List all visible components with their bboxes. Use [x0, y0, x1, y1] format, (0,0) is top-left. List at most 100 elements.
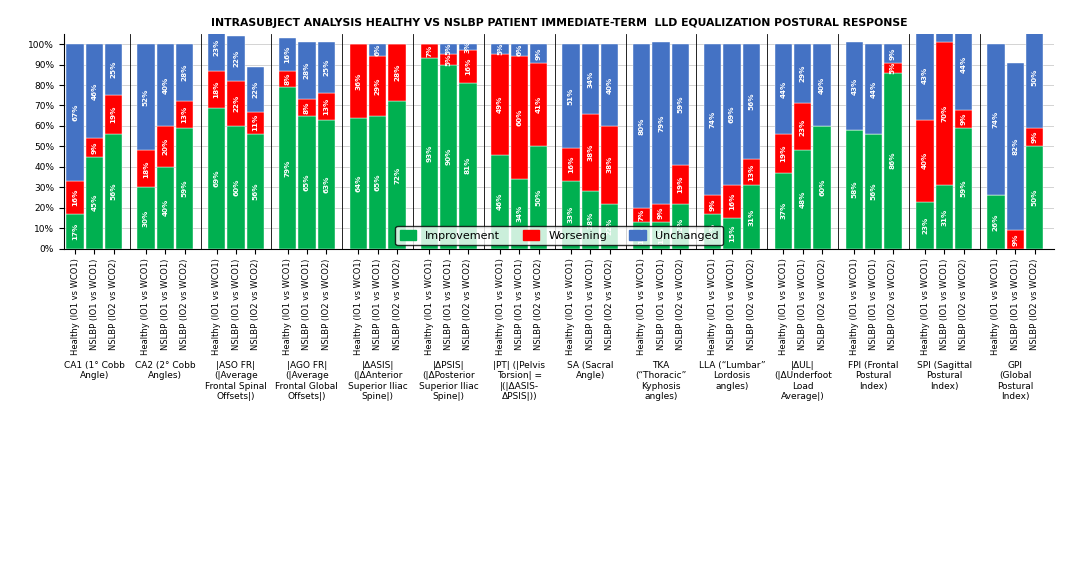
Text: 93%: 93%	[426, 145, 432, 162]
Bar	[66, 44, 84, 181]
Text: 80%: 80%	[639, 117, 644, 134]
Text: 46%: 46%	[92, 82, 97, 100]
Legend: Improvement, Worsening, Unchanged: Improvement, Worsening, Unchanged	[395, 226, 723, 245]
Bar	[742, 159, 759, 185]
Text: 17%: 17%	[941, 16, 948, 33]
Text: 23%: 23%	[800, 118, 806, 136]
Text: 38%: 38%	[587, 144, 593, 161]
Text: 19%: 19%	[111, 106, 117, 123]
Bar	[723, 185, 740, 218]
Text: 63%: 63%	[323, 176, 329, 193]
Text: 65%: 65%	[375, 173, 380, 191]
Bar	[1006, 230, 1023, 249]
Bar	[298, 42, 315, 99]
Text: 60%: 60%	[517, 109, 522, 127]
Text: 56%: 56%	[252, 182, 259, 200]
Bar	[936, 7, 953, 42]
Text: 41%: 41%	[536, 96, 542, 113]
Text: 9%: 9%	[536, 47, 542, 59]
Bar	[440, 64, 457, 249]
Bar	[672, 44, 689, 165]
Bar	[774, 173, 792, 249]
Text: 17%: 17%	[72, 223, 78, 240]
Bar	[389, 44, 406, 101]
Text: 22%: 22%	[233, 95, 239, 112]
Text: 28%: 28%	[394, 64, 400, 81]
Text: 22%: 22%	[607, 218, 612, 234]
Bar	[794, 44, 812, 103]
Bar	[349, 118, 367, 249]
Text: 7%: 7%	[639, 208, 644, 221]
Bar	[633, 222, 651, 249]
Bar	[317, 42, 334, 93]
Bar	[491, 155, 509, 249]
Bar	[723, 44, 740, 185]
Text: 9%: 9%	[1032, 131, 1037, 144]
Text: 34%: 34%	[517, 205, 522, 223]
Text: 40%: 40%	[162, 199, 168, 216]
Text: 40%: 40%	[607, 76, 612, 94]
Bar	[653, 222, 670, 249]
Text: |ASO FR|
(|Average
Frontal Spinal
Offsets|): |ASO FR| (|Average Frontal Spinal Offset…	[206, 361, 267, 401]
Text: 3%: 3%	[464, 41, 471, 53]
Bar	[279, 71, 296, 87]
Text: 16%: 16%	[464, 58, 471, 75]
Bar	[562, 181, 579, 249]
Text: 56%: 56%	[749, 93, 754, 110]
Text: 16%: 16%	[284, 46, 291, 63]
Bar	[704, 195, 721, 214]
Text: 31%: 31%	[941, 208, 948, 225]
Bar	[742, 185, 759, 249]
Text: 74%: 74%	[709, 111, 716, 128]
Text: 13%: 13%	[323, 98, 329, 115]
Title: INTRASUBJECT ANALYSIS HEALTHY VS NSLBP PATIENT IMMEDIATE-TERM  LLD EQUALIZATION : INTRASUBJECT ANALYSIS HEALTHY VS NSLBP P…	[211, 18, 907, 28]
Bar	[774, 44, 792, 134]
Bar	[298, 99, 315, 116]
Bar	[846, 42, 863, 130]
Bar	[370, 116, 387, 249]
Bar	[562, 149, 579, 181]
Bar	[530, 146, 547, 249]
Bar	[884, 63, 902, 73]
Bar	[421, 58, 438, 249]
Bar	[955, 110, 972, 128]
Bar	[742, 44, 759, 159]
Text: 50%: 50%	[536, 189, 542, 206]
Bar	[1006, 63, 1023, 230]
Text: 74%: 74%	[993, 111, 999, 128]
Text: 48%: 48%	[800, 191, 806, 208]
Bar	[774, 134, 792, 173]
Bar	[247, 134, 264, 249]
Bar	[1026, 146, 1044, 249]
Text: 86%: 86%	[890, 152, 896, 170]
Text: 81%: 81%	[464, 157, 471, 175]
Text: 17%: 17%	[709, 223, 716, 240]
Text: 37%: 37%	[781, 202, 786, 219]
Bar	[66, 181, 84, 214]
Bar	[440, 54, 457, 64]
Text: 36%: 36%	[356, 72, 361, 90]
Bar	[865, 134, 882, 249]
Text: TKA
(“Thoracic”
Kyphosis
angles): TKA (“Thoracic” Kyphosis angles)	[636, 361, 687, 401]
Text: 69%: 69%	[728, 106, 735, 123]
Bar	[794, 103, 812, 150]
Bar	[865, 44, 882, 134]
Text: 46%: 46%	[497, 193, 503, 210]
Bar	[511, 44, 528, 56]
Text: 58%: 58%	[851, 181, 857, 198]
Bar	[279, 87, 296, 249]
Text: 23%: 23%	[922, 216, 928, 234]
Bar	[66, 214, 84, 249]
Bar	[601, 203, 618, 249]
Text: 22%: 22%	[233, 50, 239, 67]
Text: 6%: 6%	[375, 44, 380, 56]
Text: 23%: 23%	[214, 38, 219, 56]
Bar	[672, 165, 689, 203]
Bar	[421, 44, 438, 58]
Text: 9%: 9%	[709, 198, 716, 211]
Bar	[137, 44, 154, 150]
Text: 16%: 16%	[72, 189, 78, 206]
Bar	[85, 138, 103, 157]
Bar	[511, 56, 528, 179]
Text: 13%: 13%	[749, 163, 754, 181]
